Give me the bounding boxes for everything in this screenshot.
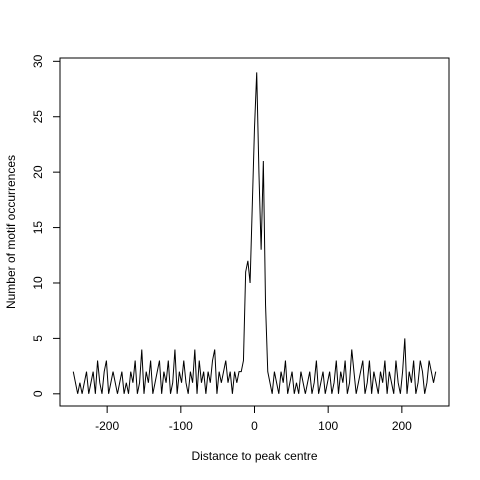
- y-tick-label: 25: [31, 110, 45, 124]
- y-tick-label: 15: [31, 221, 45, 235]
- x-tick-label: -100: [169, 419, 193, 433]
- x-tick-label: 100: [318, 419, 338, 433]
- x-tick-label: 200: [392, 419, 412, 433]
- y-tick-label: 20: [31, 165, 45, 179]
- y-tick-label: 10: [31, 276, 45, 290]
- x-tick-label: -200: [95, 419, 119, 433]
- y-tick-label: 30: [31, 54, 45, 68]
- y-axis-label: Number of motif occurrences: [4, 155, 18, 309]
- y-tick-label: 0: [31, 390, 45, 397]
- y-tick-label: 5: [31, 335, 45, 342]
- x-tick-label: 0: [251, 419, 258, 433]
- data-line: [72, 72, 437, 394]
- x-axis-label: Distance to peak centre: [191, 449, 317, 463]
